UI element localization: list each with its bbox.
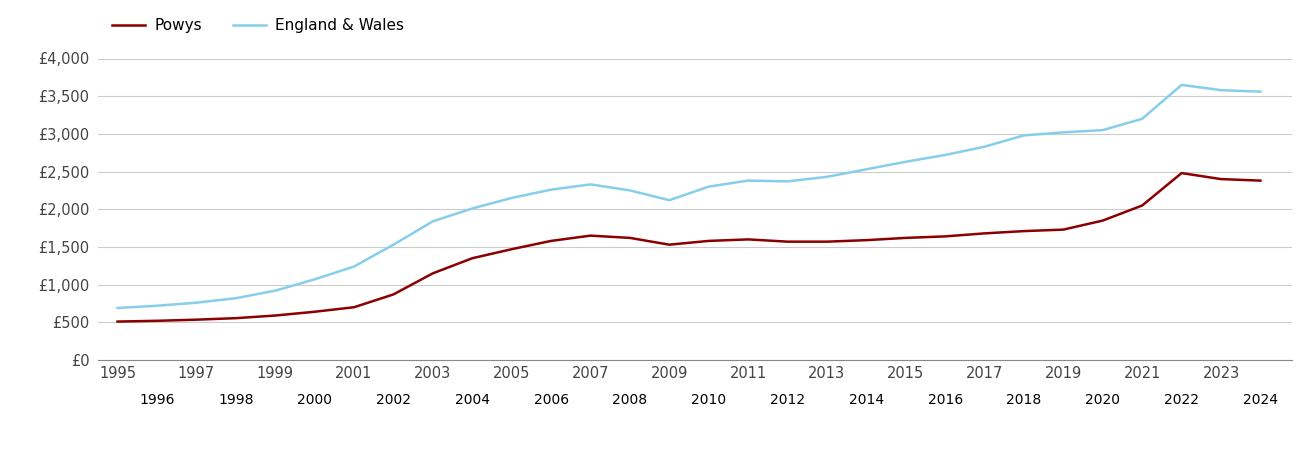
Powys — [898, 235, 913, 241]
England & Wales — [425, 219, 441, 224]
England & Wales — [582, 182, 598, 187]
Powys — [385, 292, 401, 297]
England & Wales — [898, 159, 913, 164]
England & Wales — [346, 264, 361, 269]
England & Wales — [1253, 89, 1268, 94]
England & Wales — [820, 174, 835, 180]
Powys — [346, 305, 361, 310]
Powys — [1056, 227, 1071, 232]
Powys — [1253, 178, 1268, 183]
England & Wales — [149, 303, 164, 308]
England & Wales — [307, 277, 322, 282]
Powys — [582, 233, 598, 238]
Powys — [425, 270, 441, 276]
Powys — [1017, 229, 1032, 234]
Powys — [1095, 218, 1111, 223]
Powys — [268, 313, 283, 318]
Powys — [740, 237, 756, 242]
Powys — [937, 234, 953, 239]
Powys — [622, 235, 638, 241]
England & Wales — [740, 178, 756, 183]
England & Wales — [1056, 130, 1071, 135]
Powys — [149, 318, 164, 324]
Powys — [1134, 203, 1150, 208]
England & Wales — [1134, 116, 1150, 122]
England & Wales — [268, 288, 283, 293]
Powys — [188, 317, 204, 322]
Powys — [820, 239, 835, 244]
Powys — [1214, 176, 1229, 182]
England & Wales — [228, 296, 244, 301]
England & Wales — [779, 179, 795, 184]
Powys — [307, 309, 322, 315]
Powys — [228, 315, 244, 321]
Powys — [1173, 171, 1189, 176]
England & Wales — [937, 152, 953, 158]
England & Wales — [188, 300, 204, 306]
England & Wales — [622, 188, 638, 193]
Line: England & Wales: England & Wales — [117, 85, 1261, 308]
Powys — [976, 231, 992, 236]
Powys — [543, 238, 559, 243]
England & Wales — [1017, 133, 1032, 138]
England & Wales — [543, 187, 559, 192]
Legend: Powys, England & Wales: Powys, England & Wales — [106, 12, 411, 39]
England & Wales — [859, 166, 874, 172]
England & Wales — [976, 144, 992, 149]
Powys — [701, 238, 716, 243]
England & Wales — [1214, 87, 1229, 93]
England & Wales — [385, 242, 401, 248]
Powys — [465, 256, 480, 261]
England & Wales — [662, 198, 677, 203]
England & Wales — [1173, 82, 1189, 88]
Line: Powys: Powys — [117, 173, 1261, 322]
England & Wales — [1095, 127, 1111, 133]
England & Wales — [504, 195, 519, 201]
Powys — [779, 239, 795, 244]
Powys — [662, 242, 677, 248]
England & Wales — [110, 305, 125, 310]
England & Wales — [701, 184, 716, 189]
Powys — [859, 238, 874, 243]
Powys — [504, 247, 519, 252]
Powys — [110, 319, 125, 324]
England & Wales — [465, 206, 480, 211]
